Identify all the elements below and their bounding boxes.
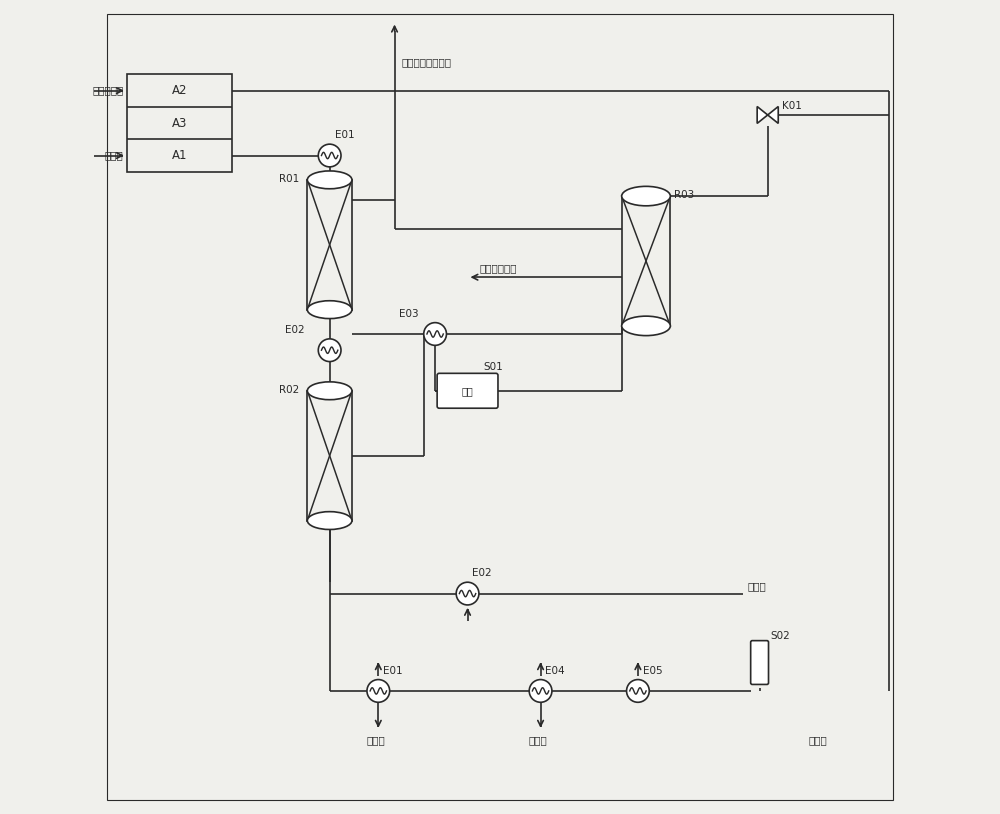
Polygon shape bbox=[768, 107, 778, 124]
Text: 冷凝液: 冷凝液 bbox=[808, 735, 827, 745]
Circle shape bbox=[318, 144, 341, 167]
Text: R01: R01 bbox=[279, 174, 299, 184]
Text: E03: E03 bbox=[399, 309, 418, 318]
Text: E04: E04 bbox=[545, 666, 565, 676]
FancyBboxPatch shape bbox=[751, 641, 769, 685]
Polygon shape bbox=[757, 107, 768, 124]
Text: 粗煤气: 粗煤气 bbox=[105, 151, 124, 160]
Text: 锅炉水: 锅炉水 bbox=[367, 735, 385, 745]
Circle shape bbox=[627, 680, 649, 702]
Text: A2: A2 bbox=[172, 84, 187, 97]
Text: 锅炉水: 锅炉水 bbox=[747, 581, 766, 591]
Bar bbox=[127, 74, 232, 172]
Ellipse shape bbox=[622, 186, 670, 206]
Text: 饱和中压蒸汽: 饱和中压蒸汽 bbox=[439, 373, 477, 383]
Text: 合格天然气: 合格天然气 bbox=[92, 85, 124, 95]
FancyBboxPatch shape bbox=[437, 374, 498, 408]
Circle shape bbox=[456, 582, 479, 605]
Ellipse shape bbox=[307, 382, 352, 400]
Text: 中压过热蒸汽: 中压过热蒸汽 bbox=[480, 263, 517, 274]
Text: K01: K01 bbox=[782, 101, 802, 111]
Circle shape bbox=[424, 322, 446, 345]
Text: E02: E02 bbox=[472, 568, 492, 578]
Text: E01: E01 bbox=[383, 666, 403, 676]
Text: S01: S01 bbox=[484, 362, 504, 372]
Text: E01: E01 bbox=[335, 130, 354, 140]
Circle shape bbox=[318, 339, 341, 361]
Ellipse shape bbox=[307, 300, 352, 318]
Text: E02: E02 bbox=[285, 325, 305, 335]
Text: R02: R02 bbox=[279, 385, 299, 395]
Circle shape bbox=[367, 680, 390, 702]
Text: A3: A3 bbox=[172, 116, 187, 129]
Ellipse shape bbox=[307, 512, 352, 529]
Circle shape bbox=[529, 680, 552, 702]
Text: S02: S02 bbox=[770, 631, 790, 641]
Text: 脱盐水: 脱盐水 bbox=[529, 735, 548, 745]
Text: 汽包: 汽包 bbox=[462, 386, 473, 396]
Text: R03: R03 bbox=[674, 190, 695, 200]
Text: 外输中压过热蒸汽: 外输中压过热蒸汽 bbox=[401, 57, 451, 68]
Ellipse shape bbox=[622, 316, 670, 335]
Ellipse shape bbox=[307, 171, 352, 189]
Text: E05: E05 bbox=[643, 666, 662, 676]
Text: A1: A1 bbox=[172, 149, 187, 162]
